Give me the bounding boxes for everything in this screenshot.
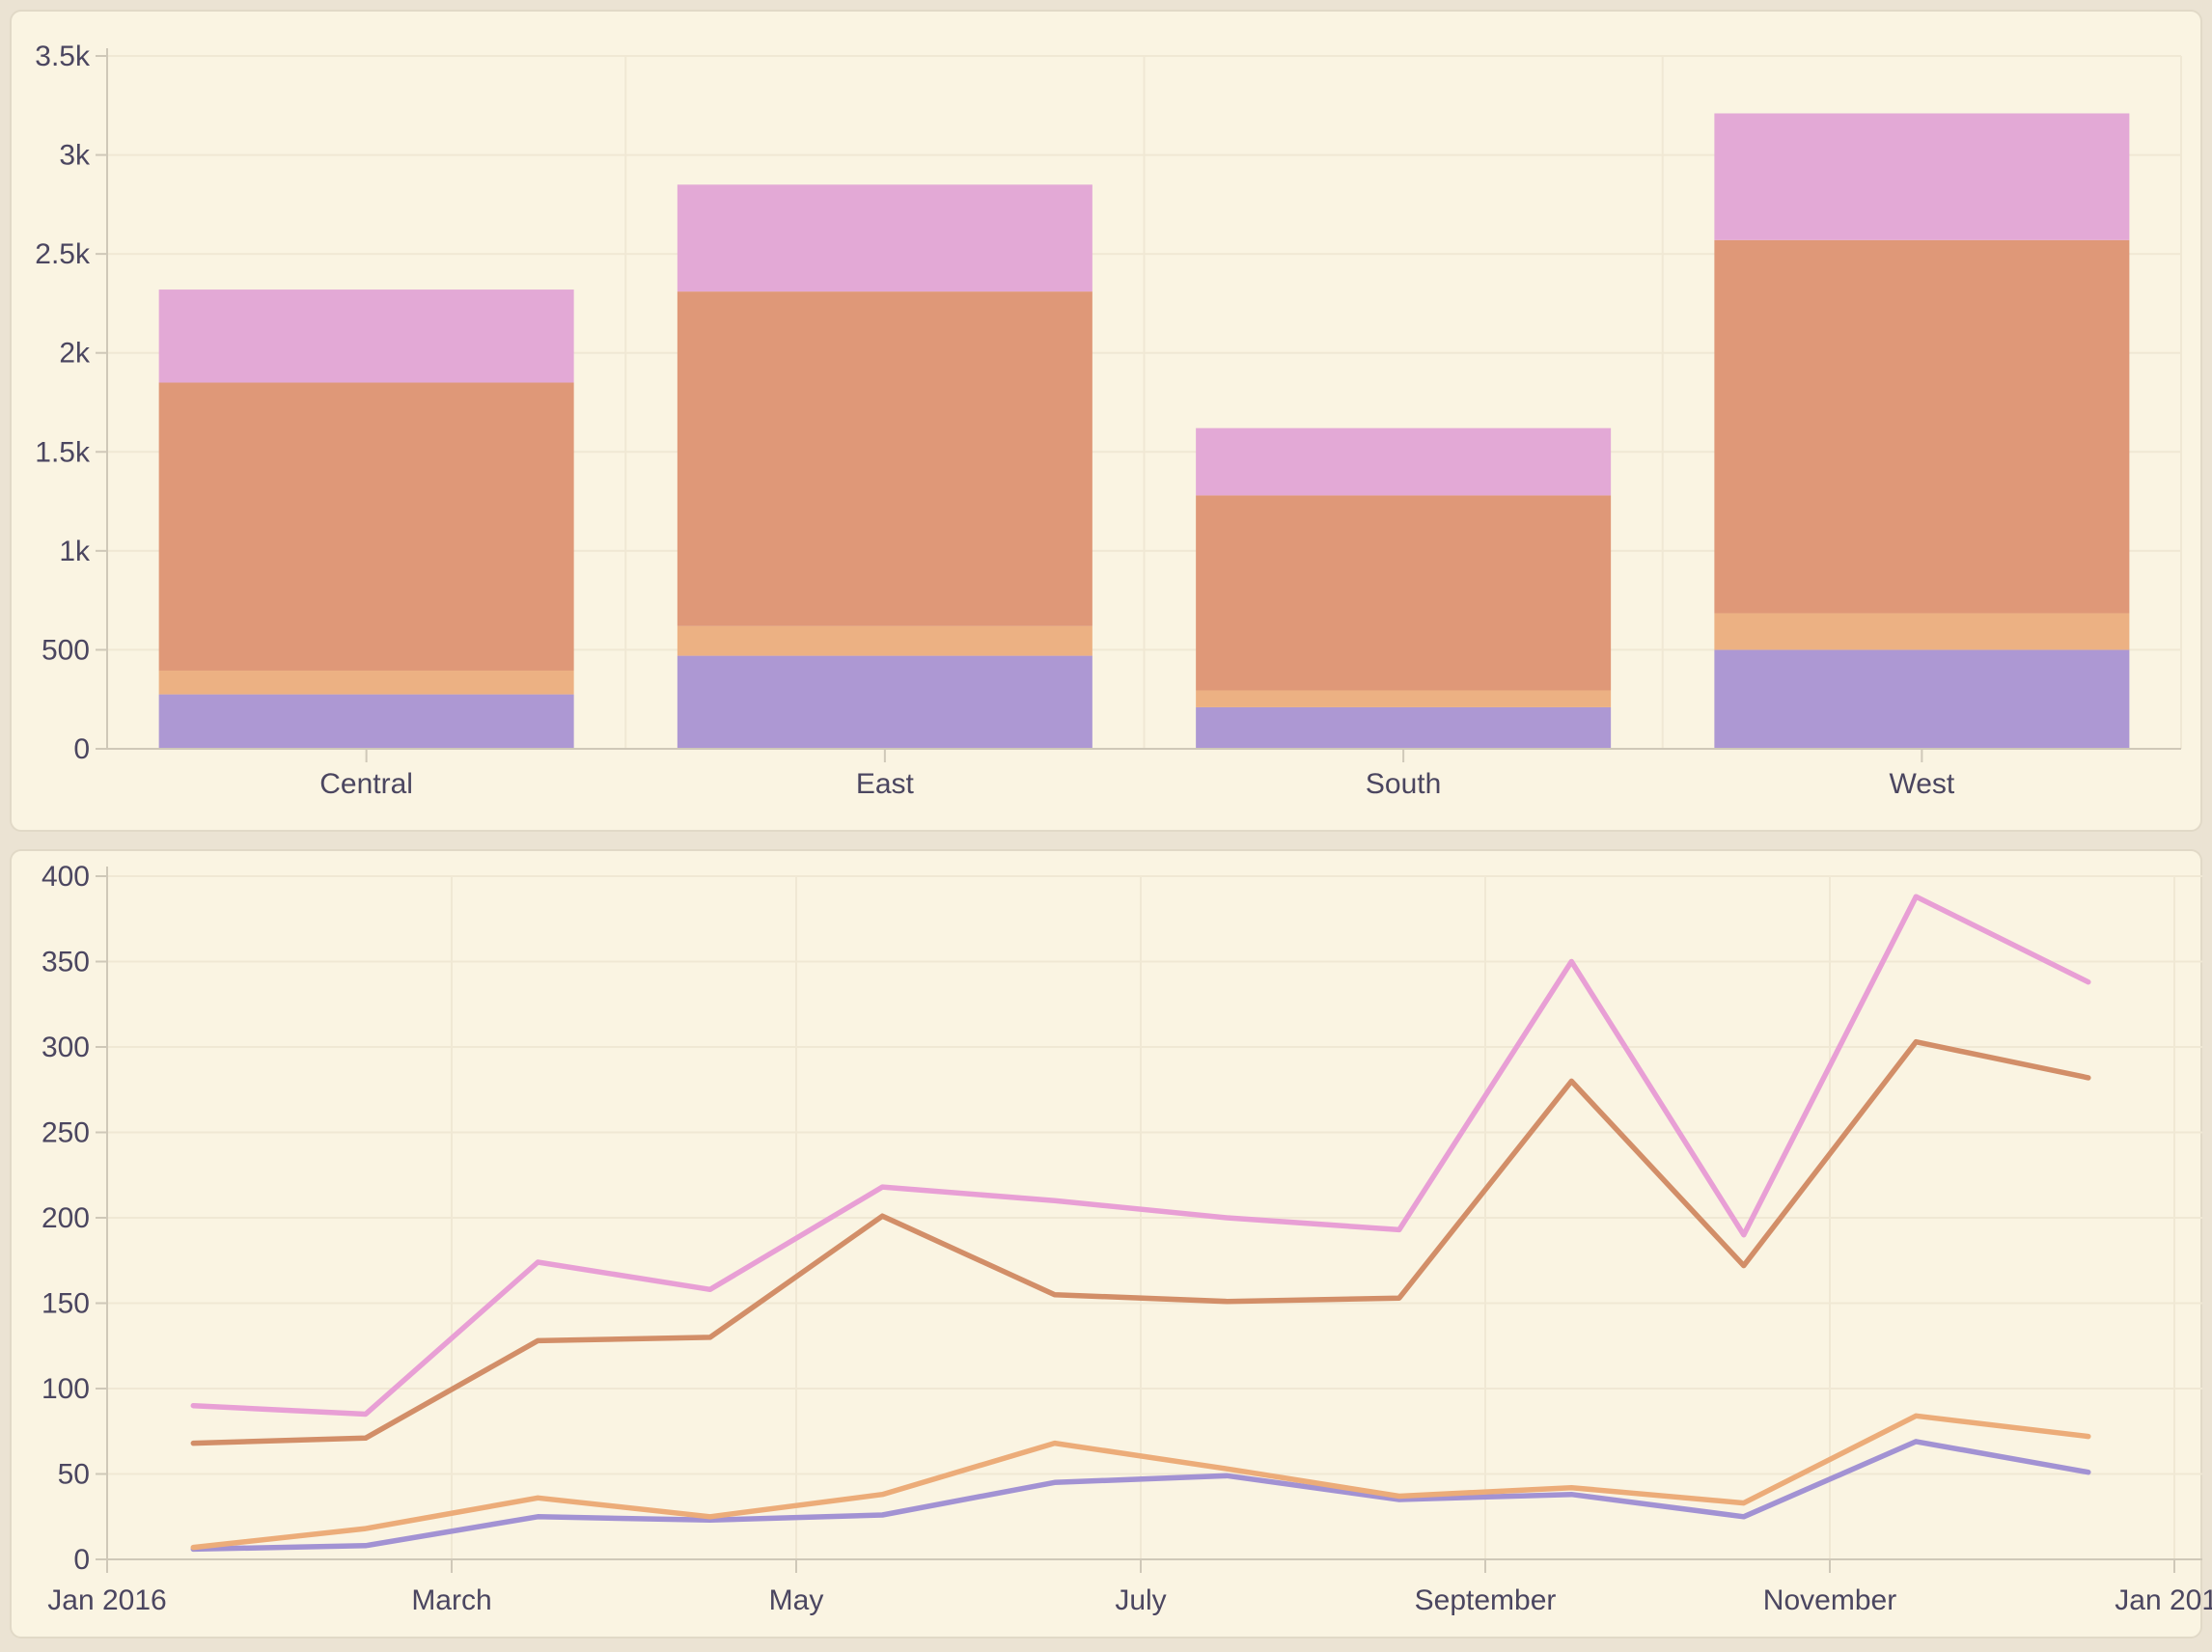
stacked-bar-chart-panel [10,10,2202,832]
line-chart-panel [10,849,2202,1638]
